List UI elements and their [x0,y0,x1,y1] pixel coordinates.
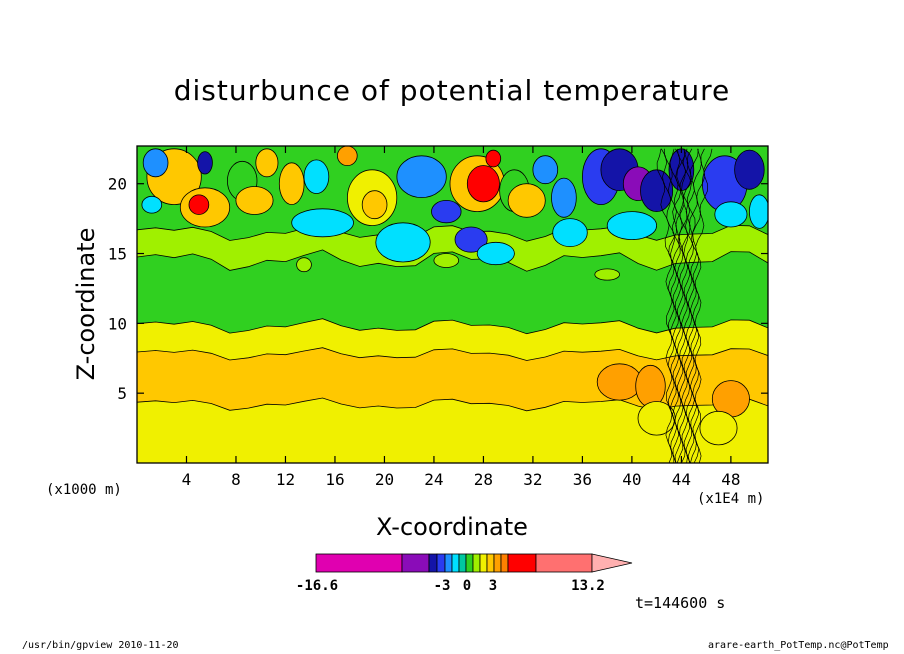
contour-blob [714,201,748,228]
colorbar-segment [444,553,453,573]
x-tick-label: 32 [523,470,542,489]
y-tick-label: 20 [108,175,127,194]
colorbar-segment [401,553,430,573]
contour-blob [466,165,500,203]
y-tick-label: 15 [108,245,127,264]
contour-line [664,148,682,463]
contour-blob [255,148,279,178]
contour-line [690,148,706,463]
time-label: t=144600 s [635,594,726,612]
colorbar-label-zero: 0 [462,578,472,594]
colorbar-segment [535,553,593,573]
x-tick-label: 8 [231,470,241,489]
colorbar-segment [451,553,460,573]
contour-blob [699,410,738,446]
colorbar-segment [428,553,438,573]
contour-blob [361,190,388,220]
contour-blob [337,146,358,166]
colorbar-label-neg3: -3 [433,578,451,594]
contour-blob [188,194,210,215]
contour-blob [485,149,502,168]
contour-blob [291,208,354,238]
colorbar-label-max: 13.2 [571,578,605,594]
y-tick-label: 5 [117,384,127,403]
contour-blob [532,155,559,185]
contour-blob [141,195,163,214]
contour-blob [640,169,674,213]
contour-line [677,148,695,463]
x-unit-right: (x1E4 m) [697,491,765,507]
x-unit-left: (x1000 m) [46,482,122,498]
contour-line [694,148,713,463]
x-tick-label: 40 [622,470,641,489]
contour-blob [596,363,643,401]
x-tick-label: 12 [276,470,295,489]
contour-blob [749,194,768,229]
footer-command: /usr/bin/gpview 2010-11-20 [22,640,179,651]
contour-line [682,148,700,463]
contour-blob [433,253,460,268]
colorbar-segment [507,553,537,573]
x-tick-label: 28 [474,470,493,489]
colorbar-extend-arrow [591,553,633,573]
contour-blob [431,200,462,224]
contour-blob [476,241,515,266]
contour-blob [142,148,169,178]
y-tick-label: 10 [108,314,127,333]
contour-blob [396,155,447,199]
colorbar-segment [493,553,502,573]
contour-blob [635,364,666,408]
colorbar-segment [465,553,474,573]
colorbar-segment [436,553,446,573]
colorbar-segment [472,553,481,573]
contour-blob [594,268,620,281]
x-tick-label: 44 [672,470,691,489]
colorbar [315,553,633,573]
y-axis-label: Z-coordinate [72,227,100,381]
x-tick-label: 4 [182,470,192,489]
contour-blob [454,226,488,253]
contour-blob [296,257,312,273]
contour-blob [507,183,546,218]
x-axis-label: X-coordinate [376,513,528,541]
contour-blob [197,151,213,175]
contour-blob [734,149,765,190]
x-tick-label: 20 [375,470,394,489]
contour-band [137,397,768,463]
chart-title: disturbunce of potential temperature [173,74,731,107]
contour-blob [551,177,577,218]
colorbar-segment [500,553,509,573]
colorbar-segment [458,553,467,573]
x-tick-label: 36 [573,470,592,489]
footer-source: arare-earth_PotTemp.nc@PotTemp [708,640,889,651]
contour-blob [606,211,658,241]
y-axis: 5 10 15 20 [108,175,768,403]
contour-blob [235,186,274,215]
x-tick-label: 48 [721,470,740,489]
x-tick-label: 16 [325,470,344,489]
colorbar-segment [479,553,488,573]
contour-field [137,146,768,463]
contour-blob [552,218,588,248]
contour-blob [375,222,431,263]
contour-blob [668,148,695,192]
contour-blob [278,162,305,206]
colorbar-label-min: -16.6 [295,578,339,594]
x-tick-label: 24 [424,470,443,489]
colorbar-segment [486,553,495,573]
x-axis: 4 8 12 16 20 24 28 32 36 40 44 48 [182,146,741,489]
contour-blob [303,159,330,194]
colorbar-label-pos3: 3 [488,578,498,594]
plot-frame [136,145,769,464]
colorbar-segment [315,553,403,573]
